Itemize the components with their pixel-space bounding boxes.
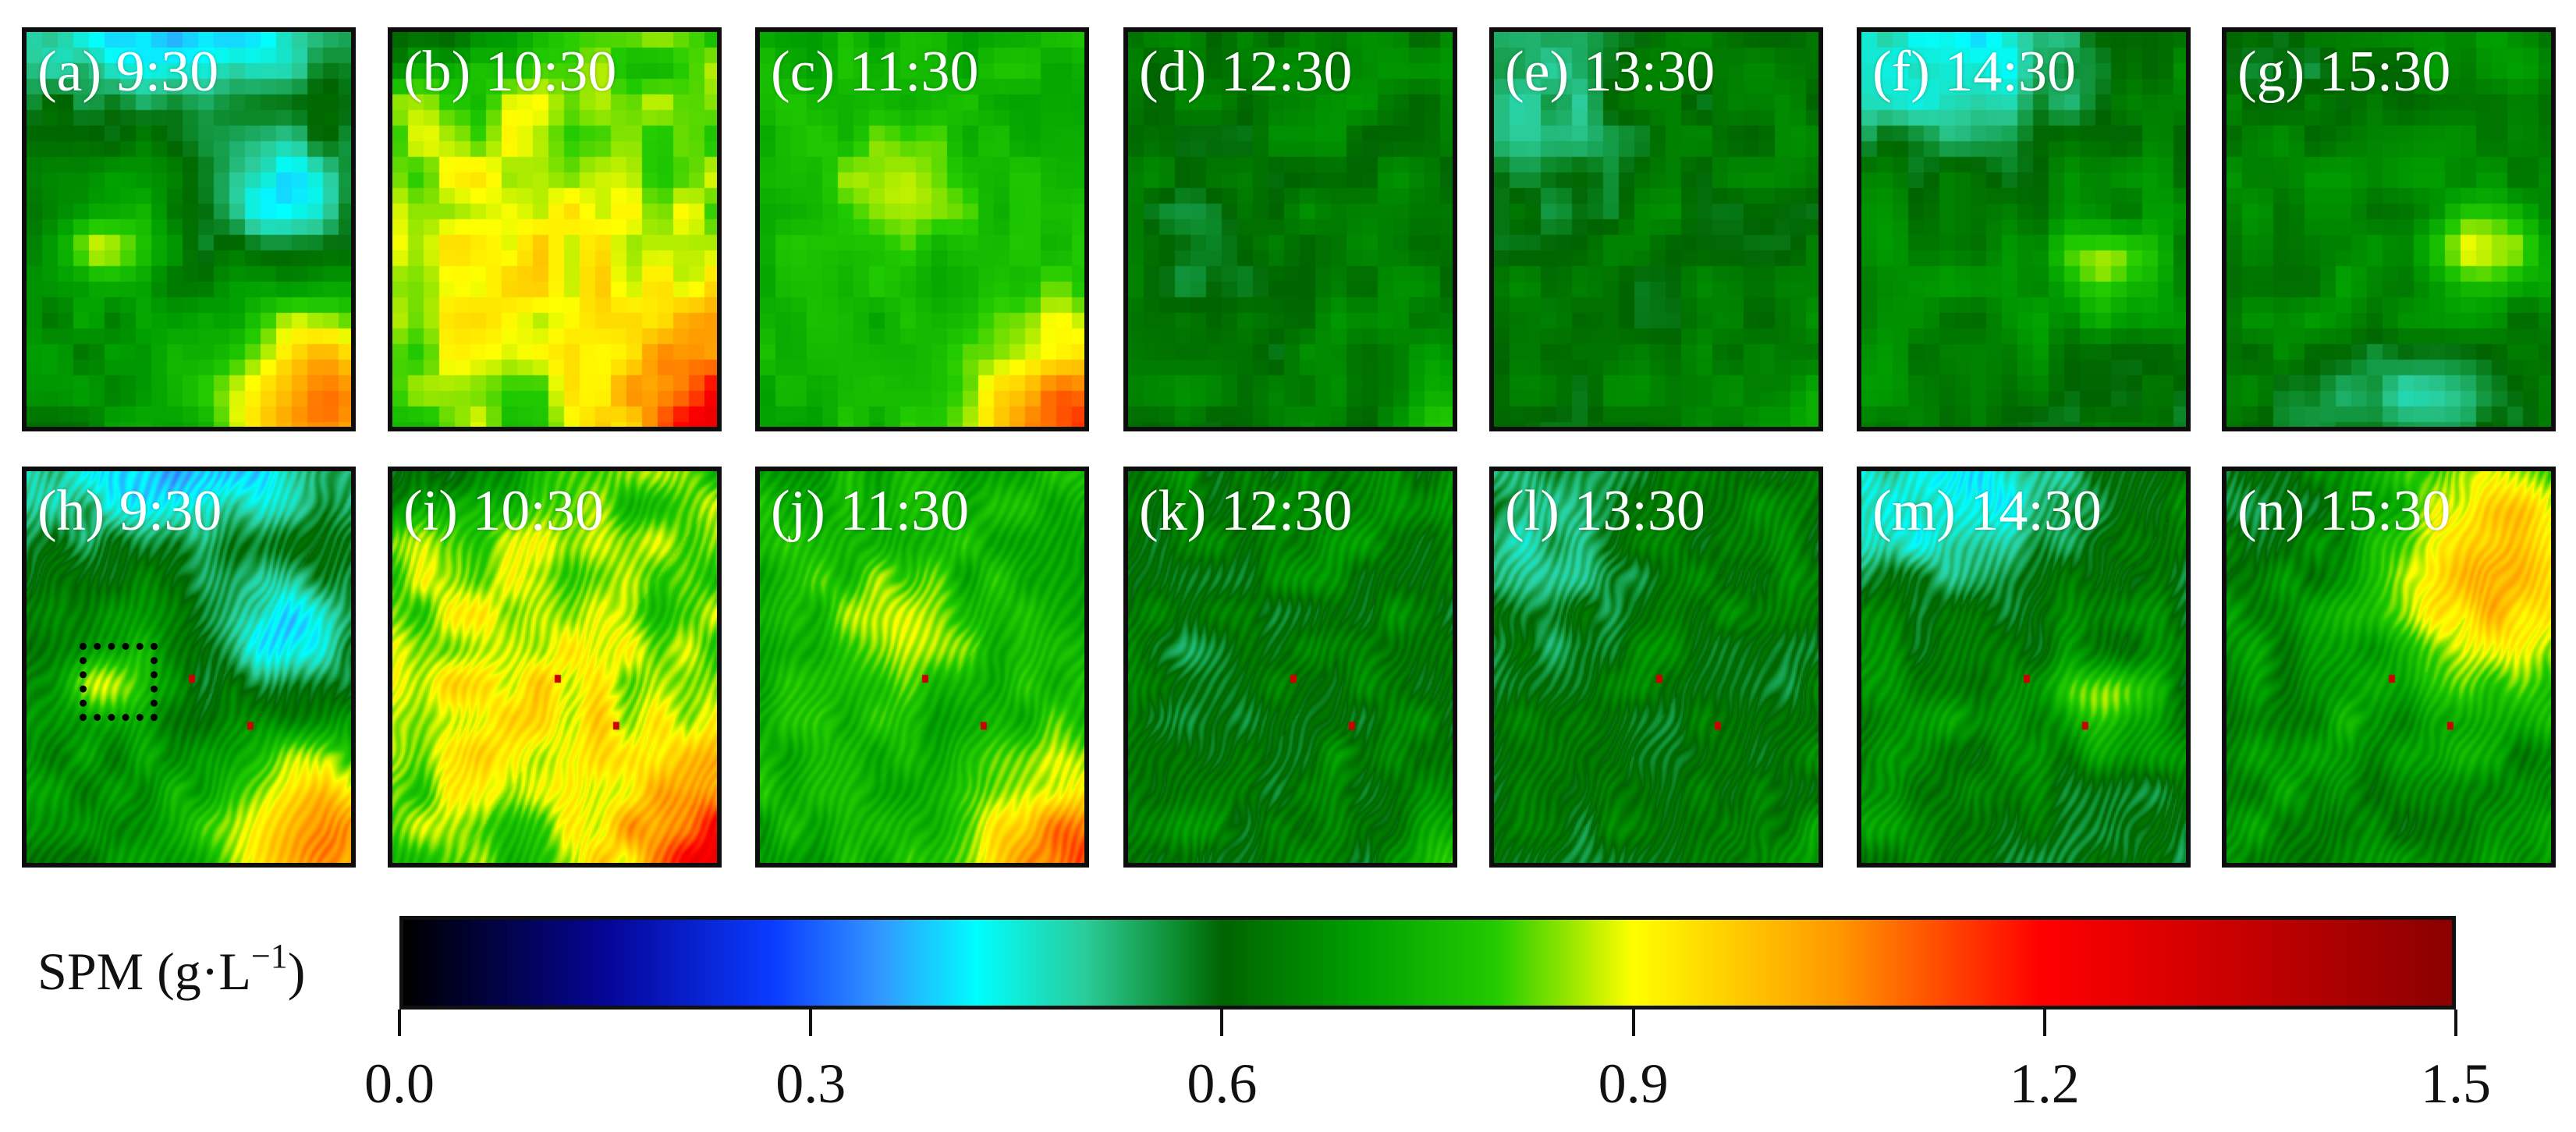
- panel-label: (e) 13:30: [1505, 40, 1716, 104]
- spm-map-image: [760, 32, 1084, 427]
- map-panel: (l) 13:30: [1489, 467, 1823, 868]
- colorbar-tick-mark: [809, 1010, 813, 1036]
- colorbar-title: SPM (g·L−1): [37, 937, 306, 1001]
- panel-label: (j) 11:30: [771, 479, 970, 543]
- spm-map-image: [1494, 32, 1818, 427]
- spm-map-image: [27, 32, 351, 427]
- panel-label: (b) 10:30: [403, 40, 617, 104]
- colorbar-tick-label: 1.2: [2009, 1052, 2080, 1115]
- roi-box: [80, 643, 158, 721]
- spm-map-image: [1128, 32, 1453, 427]
- colorbar-tick-label: 0.6: [1187, 1052, 1258, 1115]
- panel-label: (f) 14:30: [1872, 40, 2076, 104]
- map-panel: (k) 12:30: [1123, 467, 1457, 868]
- map-panel: (d) 12:30: [1123, 27, 1457, 431]
- map-panel: (g) 15:30: [2222, 27, 2556, 431]
- panel-label: (n) 15:30: [2237, 479, 2451, 543]
- colorbar-tick-mark: [1631, 1010, 1635, 1036]
- panel-label: (l) 13:30: [1505, 479, 1705, 543]
- colorbar-tick-label: 0.0: [364, 1052, 435, 1115]
- spm-map-image: [1861, 471, 2186, 863]
- panel-label: (g) 15:30: [2237, 40, 2451, 104]
- map-panel: (b) 10:30: [388, 27, 722, 431]
- map-panel: (a) 9:30: [22, 27, 356, 431]
- spm-map-image: [2227, 32, 2551, 427]
- map-panel: (n) 15:30: [2222, 467, 2556, 868]
- spm-map-image: [392, 32, 717, 427]
- map-panel: (c) 11:30: [755, 27, 1089, 431]
- colorbar-tick-label: 1.5: [2421, 1052, 2491, 1115]
- panel-label: (k) 12:30: [1139, 479, 1353, 543]
- spm-map-image: [1861, 32, 2186, 427]
- colorbar-tick-mark: [2042, 1010, 2046, 1036]
- spm-map-image: [1494, 471, 1818, 863]
- map-panel: (j) 11:30: [755, 467, 1089, 868]
- colorbar: [399, 916, 2456, 1010]
- colorbar-tick-mark: [398, 1010, 401, 1036]
- map-panel: (m) 14:30: [1857, 467, 2191, 868]
- colorbar-gradient: [403, 920, 2452, 1006]
- colorbar-tick-label: 0.3: [775, 1052, 846, 1115]
- panel-label: (h) 9:30: [37, 479, 222, 543]
- panel-label: (c) 11:30: [771, 40, 979, 104]
- map-panel: (e) 13:30: [1489, 27, 1823, 431]
- spm-map-image: [392, 471, 717, 863]
- map-panel: (i) 10:30: [388, 467, 722, 868]
- colorbar-tick-mark: [2454, 1010, 2457, 1036]
- panel-label: (d) 12:30: [1139, 40, 1353, 104]
- panel-label: (m) 14:30: [1872, 479, 2102, 543]
- spm-map-image: [2227, 471, 2551, 863]
- colorbar-tick-mark: [1220, 1010, 1224, 1036]
- map-panel: (h) 9:30: [22, 467, 356, 868]
- spm-map-image: [760, 471, 1084, 863]
- panel-label: (a) 9:30: [37, 40, 219, 104]
- colorbar-tick-label: 0.9: [1598, 1052, 1669, 1115]
- spm-map-image: [1128, 471, 1453, 863]
- map-panel: (f) 14:30: [1857, 27, 2191, 431]
- panel-label: (i) 10:30: [403, 479, 604, 543]
